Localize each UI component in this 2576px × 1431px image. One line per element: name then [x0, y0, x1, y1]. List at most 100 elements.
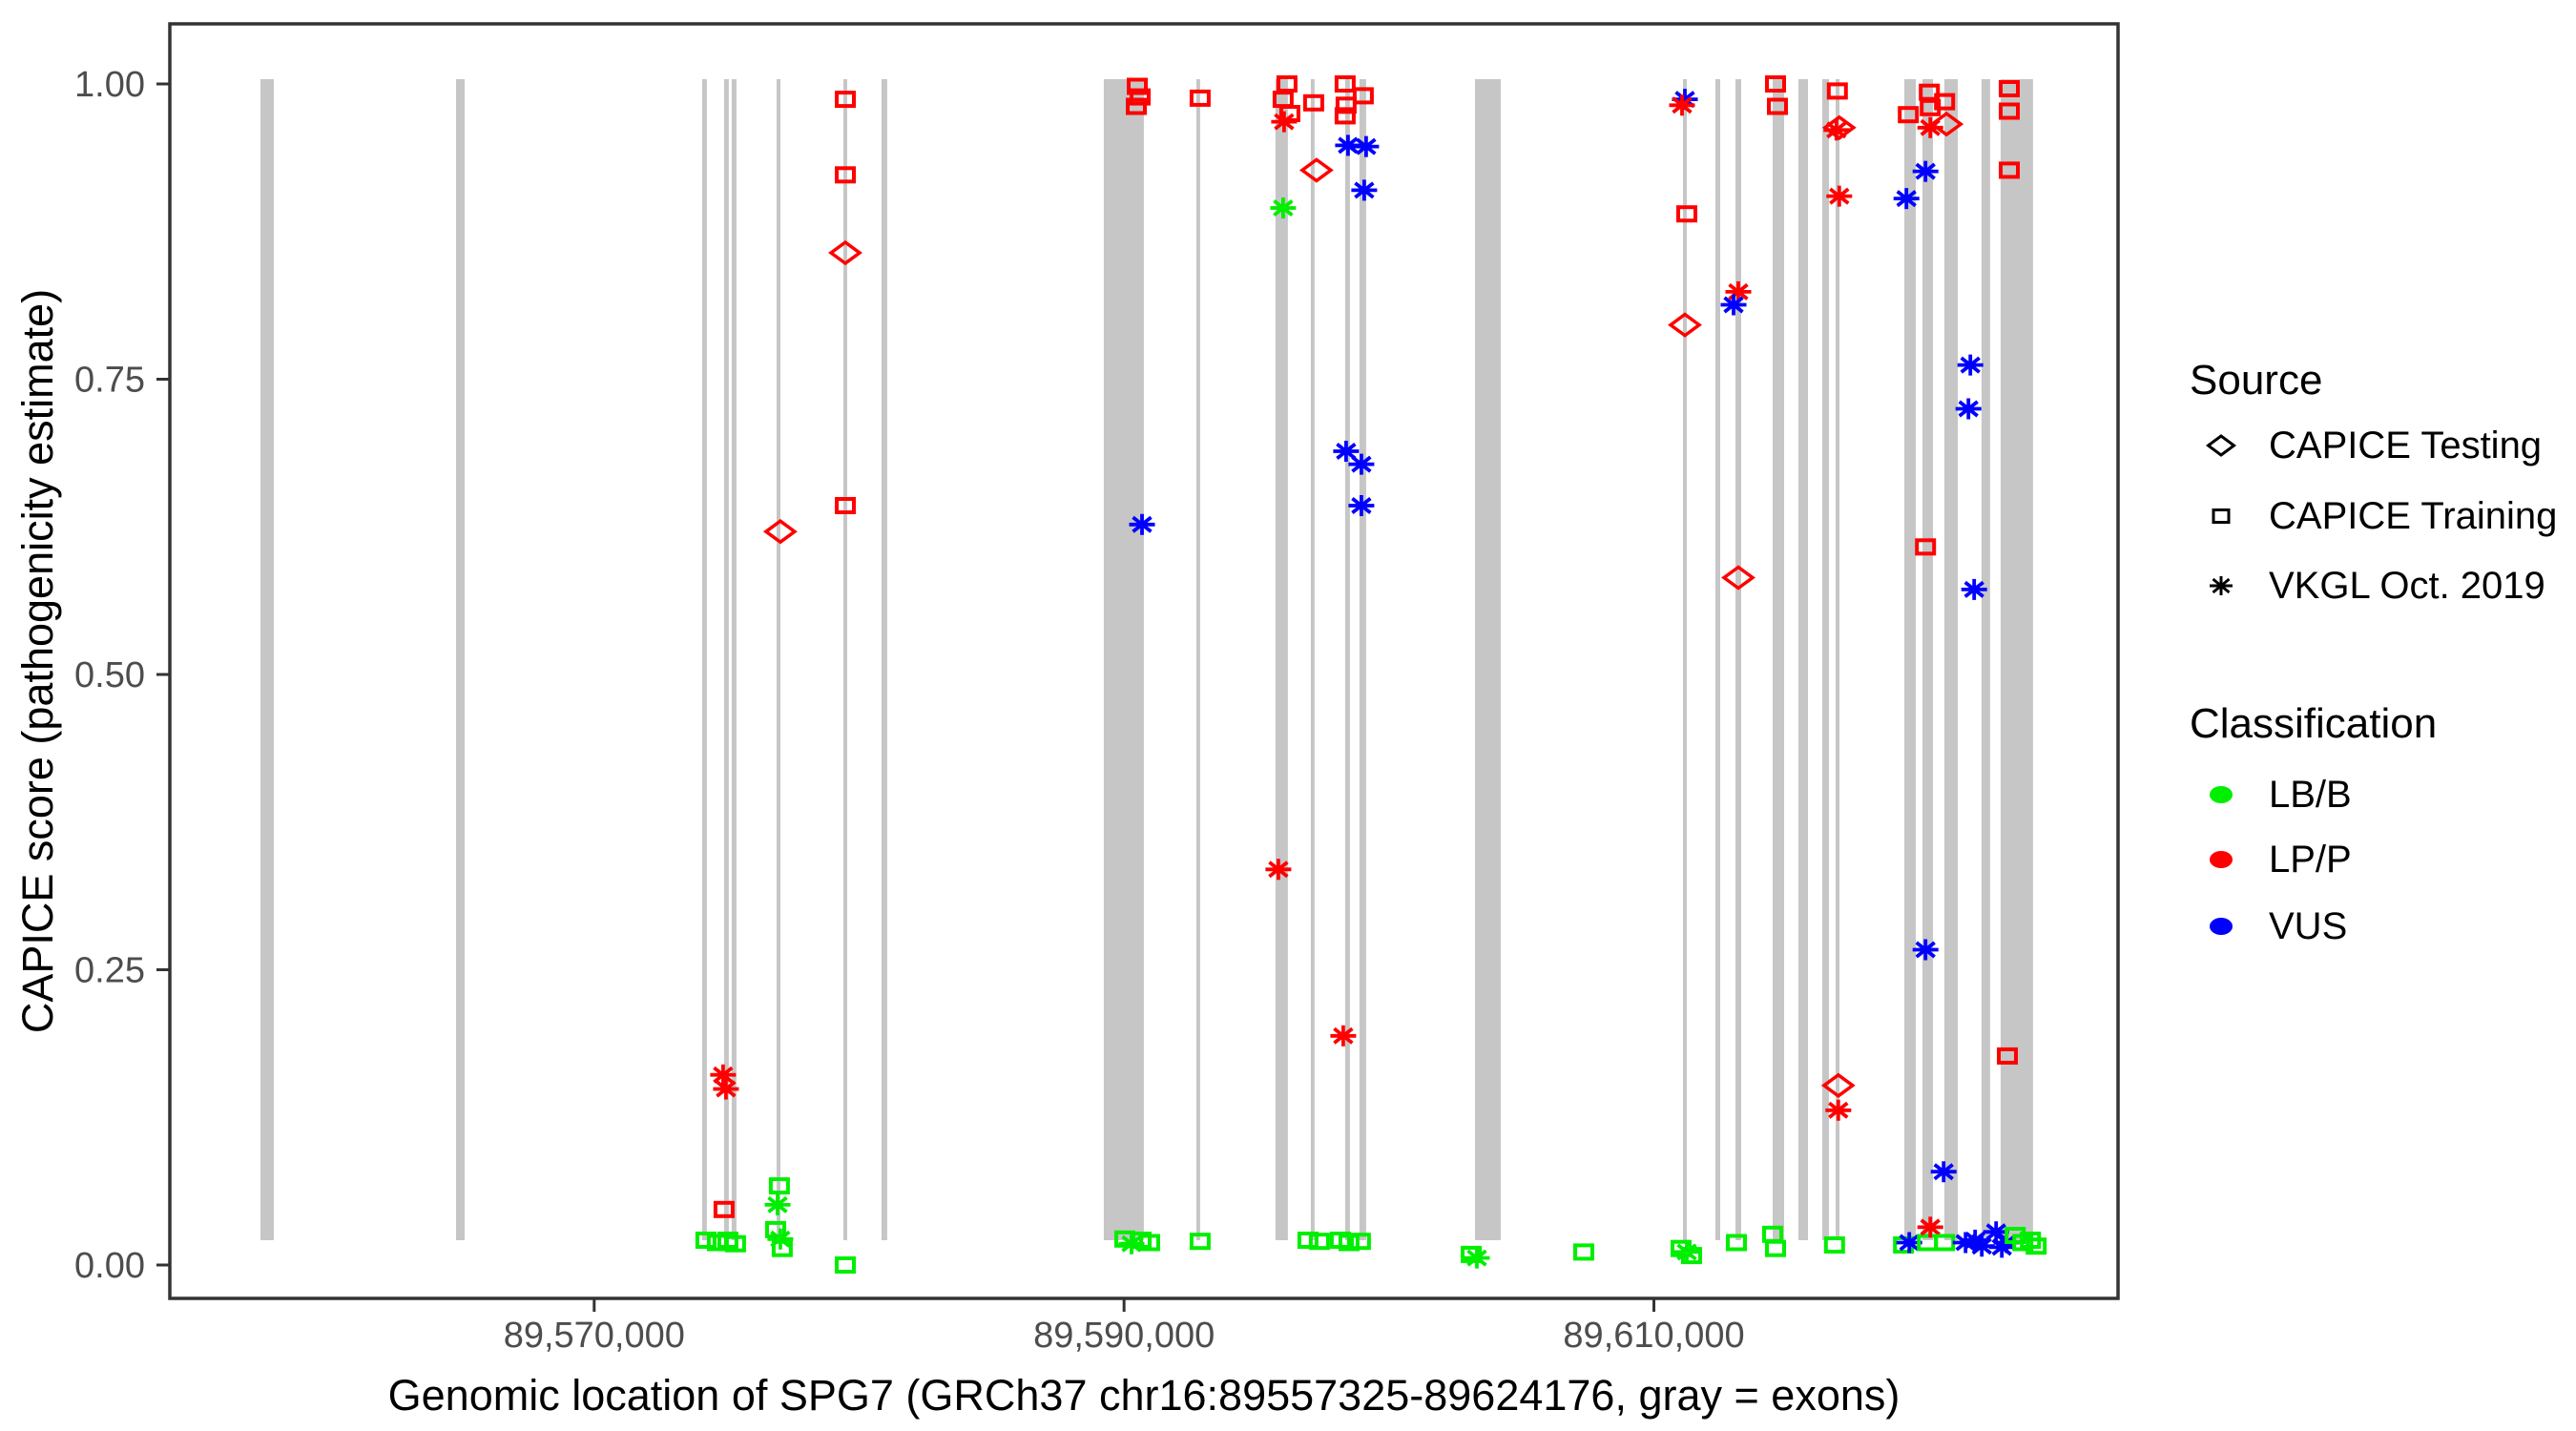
- blue-dot-icon: [2210, 918, 2233, 935]
- exon-bar: [1822, 79, 1829, 1240]
- legend-item-lpp: LP/P: [2196, 837, 2352, 882]
- data-point-training-square: [1189, 89, 1211, 107]
- data-point-training-square: [724, 1234, 746, 1253]
- red-dot-icon: [2210, 851, 2233, 868]
- data-point-vkgl-asterisk: [1725, 280, 1752, 302]
- data-point-testing-diamond: [1721, 565, 1755, 591]
- data-point-training-square: [1999, 80, 2020, 97]
- data-point-vkgl-asterisk: [1348, 453, 1375, 475]
- asterisk-icon: [2210, 576, 2233, 595]
- data-point-vkgl-asterisk: [1952, 1232, 1979, 1254]
- data-point-training-square: [1919, 83, 1941, 101]
- data-point-training-square: [1999, 161, 2020, 179]
- data-point-vkgl-asterisk: [1333, 441, 1360, 462]
- exon-bar: [1715, 79, 1720, 1240]
- exon-bar: [731, 79, 737, 1240]
- data-point-testing-diamond: [828, 239, 862, 266]
- green-dot-icon: [2210, 786, 2233, 803]
- data-point-training-square: [1127, 77, 1148, 95]
- legend-item-capice-training: CAPICE Training: [2196, 493, 2557, 539]
- legend-item-label: LB/B: [2269, 773, 2352, 816]
- data-point-training-square: [1999, 102, 2020, 120]
- data-point-training-square: [1334, 107, 1356, 125]
- data-point-vkgl-asterisk: [764, 1193, 791, 1215]
- data-point-vkgl-asterisk: [1672, 89, 1698, 111]
- data-point-training-square: [1130, 88, 1151, 106]
- data-point-training-square: [768, 1177, 790, 1195]
- legend-item-label: CAPICE Testing: [2269, 424, 2543, 467]
- exon-bar: [1359, 79, 1366, 1240]
- data-point-training-square: [1276, 75, 1298, 93]
- data-point-vkgl-asterisk: [1896, 1232, 1922, 1254]
- data-point-testing-diamond: [1820, 1072, 1856, 1098]
- exon-bar: [1798, 79, 1808, 1240]
- y-tick-label: 0.75: [74, 361, 145, 401]
- data-point-training-square: [1676, 205, 1697, 223]
- data-point-training-square: [1126, 97, 1147, 115]
- exon-bar: [1103, 79, 1144, 1240]
- data-point-training-square: [1349, 1233, 1371, 1251]
- data-point-vkgl-asterisk: [1930, 1161, 1957, 1183]
- data-point-testing-diamond: [762, 519, 798, 545]
- data-point-training-square: [771, 1239, 793, 1257]
- y-tick-label: 0.50: [74, 655, 145, 695]
- data-point-training-square: [1335, 96, 1357, 114]
- exon-bar: [843, 79, 847, 1240]
- legend-item-vus: VUS: [2196, 903, 2347, 949]
- y-tick-label: 1.00: [74, 65, 145, 105]
- data-point-vkgl-asterisk: [1893, 188, 1920, 210]
- exon-bar: [1922, 79, 1933, 1240]
- data-point-vkgl-asterisk: [1961, 578, 1987, 600]
- data-point-training-square: [1765, 1239, 1786, 1257]
- data-point-training-square: [1767, 97, 1788, 115]
- data-point-training-square: [1573, 1243, 1594, 1261]
- data-point-vkgl-asterisk: [713, 1078, 739, 1100]
- data-point-vkgl-asterisk: [767, 1228, 794, 1250]
- data-point-vkgl-asterisk: [1330, 1025, 1357, 1047]
- data-point-training-square: [1302, 93, 1324, 112]
- data-point-vkgl-asterisk: [1917, 1216, 1943, 1238]
- y-axis-title: CAPICE score (pathogenicity estimate): [13, 288, 62, 1034]
- x-tick-label: 89,570,000: [504, 1316, 685, 1356]
- diamond-icon: [2205, 434, 2237, 457]
- panel-border: [168, 22, 2120, 1300]
- data-point-vkgl-asterisk: [710, 1064, 737, 1086]
- data-point-training-square: [1997, 1047, 2018, 1065]
- exon-bar: [881, 79, 887, 1240]
- legend-item-label: LP/P: [2269, 838, 2352, 881]
- data-point-training-square: [1189, 1233, 1211, 1251]
- data-point-vkgl-asterisk: [1912, 160, 1939, 182]
- data-point-vkgl-asterisk: [1129, 513, 1155, 535]
- data-point-training-square: [695, 1232, 717, 1249]
- data-point-vkgl-asterisk: [1968, 1235, 1995, 1257]
- legend: Source CAPICE Testing CAPICE Training VK…: [2185, 0, 2576, 1431]
- exon-bar: [1836, 79, 1839, 1240]
- exon-bar: [1195, 79, 1200, 1240]
- data-point-training-square: [835, 166, 856, 184]
- data-point-vkgl-asterisk: [1271, 111, 1298, 133]
- exon-bar: [1475, 79, 1501, 1240]
- data-point-training-square: [1297, 1232, 1319, 1249]
- data-point-testing-diamond: [1929, 111, 1964, 137]
- data-point-vkgl-asterisk: [1265, 859, 1292, 881]
- data-point-training-square: [1915, 538, 1937, 556]
- exon-bar: [1981, 79, 1990, 1240]
- data-point-vkgl-asterisk: [1912, 939, 1939, 961]
- exon-bar: [701, 79, 707, 1240]
- data-point-vkgl-asterisk: [1351, 179, 1378, 201]
- legend-item-lbb: LB/B: [2196, 772, 2352, 818]
- data-point-training-square: [1823, 1236, 1845, 1254]
- exon-bar: [1683, 79, 1687, 1240]
- legend-item-capice-testing: CAPICE Testing: [2196, 423, 2542, 468]
- legend-classification-title: Classification: [2190, 700, 2438, 747]
- data-point-vkgl-asterisk: [1464, 1247, 1490, 1269]
- data-point-training-square: [1934, 93, 1956, 111]
- data-point-training-square: [1338, 1234, 1360, 1252]
- exon-bar: [1904, 79, 1916, 1240]
- legend-source-title: Source: [2190, 357, 2323, 404]
- data-point-vkgl-asterisk: [1983, 1221, 2009, 1243]
- exon-bar: [1275, 79, 1288, 1240]
- data-point-vkgl-asterisk: [1823, 119, 1850, 141]
